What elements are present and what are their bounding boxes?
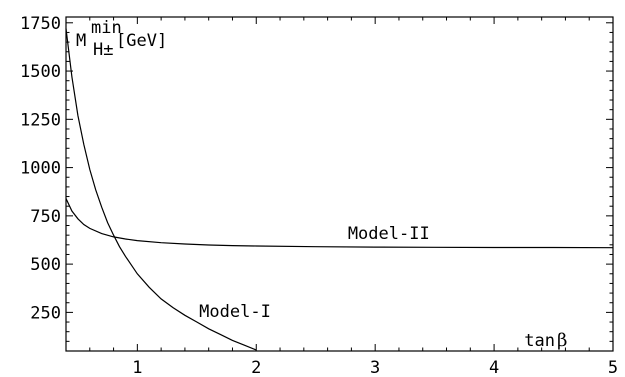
y-axis-label-unit: [GeV] [116, 31, 167, 51]
series-group [65, 28, 614, 351]
y-axis-label-symbol: M [76, 31, 86, 51]
series-label-model-i: Model-I [199, 302, 271, 322]
svg-text:M: M [76, 31, 86, 51]
series-line-model-i [65, 28, 257, 351]
y-tick-label: 1250 [20, 110, 61, 130]
series-label-model-ii: Model-II [348, 224, 430, 244]
plot-frame [65, 16, 614, 352]
y-tick-label: 750 [30, 207, 61, 227]
annotations: Model-I Model-II [199, 224, 430, 322]
x-tick-label: 3 [370, 358, 380, 377]
series-line-model-ii [65, 198, 614, 249]
svg-text:β: β [557, 330, 567, 351]
y-tick-label: 1500 [20, 62, 61, 82]
x-tick-label: 1 [132, 358, 142, 377]
y-tick-label: 1750 [20, 14, 61, 34]
x-axis-label-text: tan [524, 331, 555, 351]
x-axis-label-symbol: β [557, 330, 567, 351]
y-axis: 250 500 750 1000 1250 1500 1750 [20, 14, 613, 342]
x-axis: 1 2 3 4 5 [89, 17, 618, 377]
x-tick-label: 4 [489, 358, 499, 377]
x-tick-label: 2 [251, 358, 261, 377]
x-axis-label: tan β [524, 330, 567, 351]
y-axis-label-superscript: min [91, 18, 122, 38]
svg-text:H±: H± [93, 40, 113, 60]
x-tick-label: 5 [608, 358, 618, 377]
svg-text:tan: tan [524, 331, 555, 351]
y-axis-label-subscript: H± [93, 40, 113, 60]
svg-text:[GeV]: [GeV] [116, 31, 167, 51]
y-tick-label: 1000 [20, 159, 61, 179]
y-tick-label: 250 [30, 303, 61, 323]
svg-text:min: min [91, 18, 122, 38]
y-tick-label: 500 [30, 255, 61, 275]
y-axis-label: M min H± [GeV] [76, 18, 167, 60]
